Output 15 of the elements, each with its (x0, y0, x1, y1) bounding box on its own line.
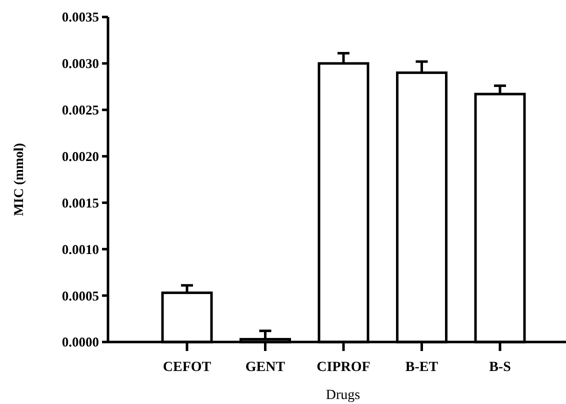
y-tick-label: 0.0020 (62, 149, 100, 164)
x-tick-label: B-S (489, 360, 512, 375)
x-tick-label: CIPROF (316, 360, 370, 375)
y-tick-label: 0.0000 (62, 334, 100, 350)
y-tick-label: 0.0025 (62, 102, 100, 118)
x-tick-label: CEFOT (162, 360, 212, 375)
x-tick-label: B-ET (405, 360, 439, 375)
y-tick-label: 0.0010 (62, 242, 100, 257)
y-tick-label: 0.0035 (62, 10, 100, 25)
y-tick-label: 0.0030 (62, 56, 100, 72)
x-axis-title: Drugs (326, 388, 360, 403)
x-tick-label: GENT (245, 360, 286, 375)
y-axis-title: MIC (mmol) (11, 142, 26, 216)
y-tick-label: 0.0005 (62, 288, 100, 304)
y-tick-label: 0.0015 (62, 195, 100, 210)
